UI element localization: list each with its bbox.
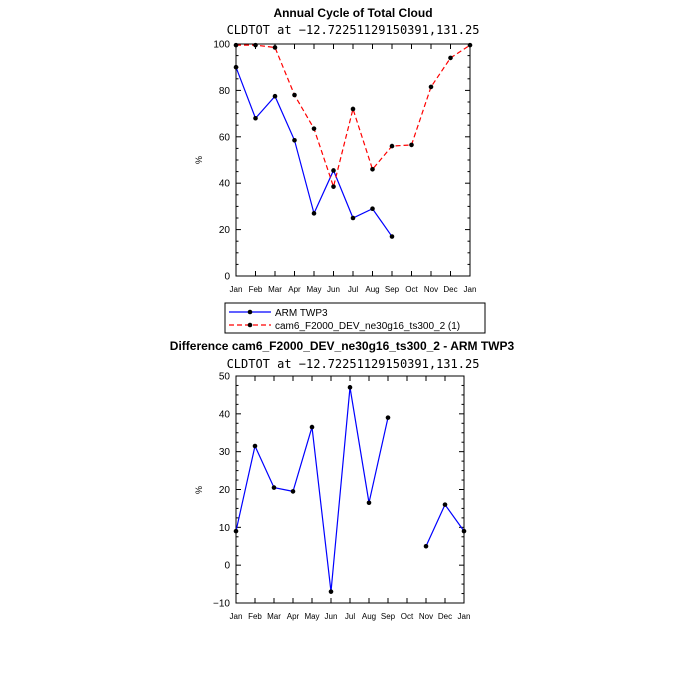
data-point xyxy=(467,42,473,48)
data-point xyxy=(423,543,429,549)
y-tick-label: 40 xyxy=(219,409,231,420)
y-tick-label: 100 xyxy=(213,40,230,51)
data-point xyxy=(233,528,239,534)
chart-subtitle: CLDTOT at −12.72251129150391,131.25 xyxy=(227,23,480,37)
x-tick-label: Mar xyxy=(268,285,282,294)
x-tick-label: May xyxy=(306,285,321,294)
data-point xyxy=(233,42,239,48)
data-point xyxy=(253,42,258,48)
y-tick-label: 40 xyxy=(219,179,231,190)
y-tick-label: −10 xyxy=(213,599,230,610)
y-tick-label: 0 xyxy=(224,272,230,283)
data-point xyxy=(409,142,414,148)
data-point xyxy=(350,106,356,112)
x-tick-label: Jun xyxy=(327,285,340,294)
y-tick-label: 0 xyxy=(224,561,230,572)
chart-title: Annual Cycle of Total Cloud xyxy=(273,6,432,20)
data-point xyxy=(366,500,372,506)
x-tick-label: Nov xyxy=(424,285,438,294)
x-tick-label: Oct xyxy=(401,612,414,621)
data-point xyxy=(350,215,356,221)
data-point xyxy=(389,234,395,239)
data-point xyxy=(347,385,353,390)
axis-ticks: Jan Feb Mar Apr May Jun Jul Aug Sep Oct Nov Dec Jan0… xyxy=(213,40,476,295)
data-point xyxy=(290,489,296,494)
y-tick-label: 20 xyxy=(219,485,231,496)
y-tick-label: 30 xyxy=(219,447,231,458)
legend-marker-model xyxy=(247,322,253,328)
x-tick-label: Sep xyxy=(385,285,400,294)
data-point xyxy=(331,184,336,189)
x-tick-label: Oct xyxy=(405,285,418,294)
y-axis-label: % xyxy=(194,486,204,494)
x-tick-label: Feb xyxy=(248,612,262,621)
x-tick-label: May xyxy=(304,612,319,621)
x-tick-label: Mar xyxy=(267,612,281,621)
data-point xyxy=(389,143,395,149)
data-point xyxy=(428,84,434,90)
data-point xyxy=(292,92,297,98)
legend-marker-arm xyxy=(247,309,253,315)
x-tick-label: Apr xyxy=(287,612,300,621)
difference-panel: Difference cam6_F2000_DEV_ne30g16_ts300_… xyxy=(170,339,515,621)
data-point xyxy=(233,64,239,70)
x-tick-label: Jun xyxy=(325,612,338,621)
data-point xyxy=(370,206,375,212)
data-point xyxy=(292,137,297,143)
data-point xyxy=(370,166,375,172)
legend-box xyxy=(224,302,486,334)
x-tick-label: Jan xyxy=(464,285,477,294)
axis-ticks: Jan Feb Mar Apr May Jun Jul Aug Sep Oct Nov Dec Jan−… xyxy=(213,372,470,622)
y-axis-label: % xyxy=(194,156,204,164)
plot-area xyxy=(233,385,467,594)
data-point xyxy=(311,126,317,131)
x-tick-label: Dec xyxy=(438,612,452,621)
x-tick-label: Apr xyxy=(288,285,301,294)
x-tick-label: Jan xyxy=(230,285,243,294)
x-tick-label: Jul xyxy=(345,612,355,621)
data-point xyxy=(253,115,258,121)
legend-label-model: cam6_F2000_DEV_ne30g16_ts300_2 (1) xyxy=(275,321,460,332)
data-point xyxy=(272,93,278,99)
legend: ARM TWP3 cam6_F2000_DEV_ne30g16_ts300_2 … xyxy=(224,302,486,334)
data-point xyxy=(328,589,334,594)
data-point xyxy=(272,45,278,50)
y-tick-label: 10 xyxy=(219,523,231,534)
x-tick-label: Aug xyxy=(362,612,376,621)
x-tick-label: Nov xyxy=(419,612,433,621)
chart-subtitle: CLDTOT at −12.72251129150391,131.25 xyxy=(227,357,480,371)
x-tick-label: Jan xyxy=(230,612,243,621)
data-point xyxy=(385,415,391,420)
x-tick-label: Feb xyxy=(249,285,263,294)
x-tick-label: Jan xyxy=(458,612,471,621)
plot-area xyxy=(233,42,473,239)
x-tick-label: Aug xyxy=(365,285,379,294)
data-point xyxy=(271,485,277,490)
x-tick-label: Dec xyxy=(443,285,457,294)
y-tick-label: 50 xyxy=(219,372,231,383)
data-point xyxy=(442,502,448,507)
data-point xyxy=(311,211,317,216)
data-point xyxy=(461,528,467,534)
chart-title: Difference cam6_F2000_DEV_ne30g16_ts300_… xyxy=(170,339,515,353)
legend-label-arm: ARM TWP3 xyxy=(275,308,328,319)
x-tick-label: Sep xyxy=(381,612,396,621)
data-point xyxy=(252,443,258,449)
y-tick-label: 80 xyxy=(219,86,231,97)
y-tick-label: 20 xyxy=(219,225,231,236)
annual-cycle-panel: Annual Cycle of Total Cloud CLDTOT at −1… xyxy=(194,6,486,334)
data-point xyxy=(448,55,453,61)
data-point xyxy=(309,424,315,430)
y-tick-label: 60 xyxy=(219,132,231,143)
data-point xyxy=(331,168,336,173)
x-tick-label: Jul xyxy=(348,285,358,294)
